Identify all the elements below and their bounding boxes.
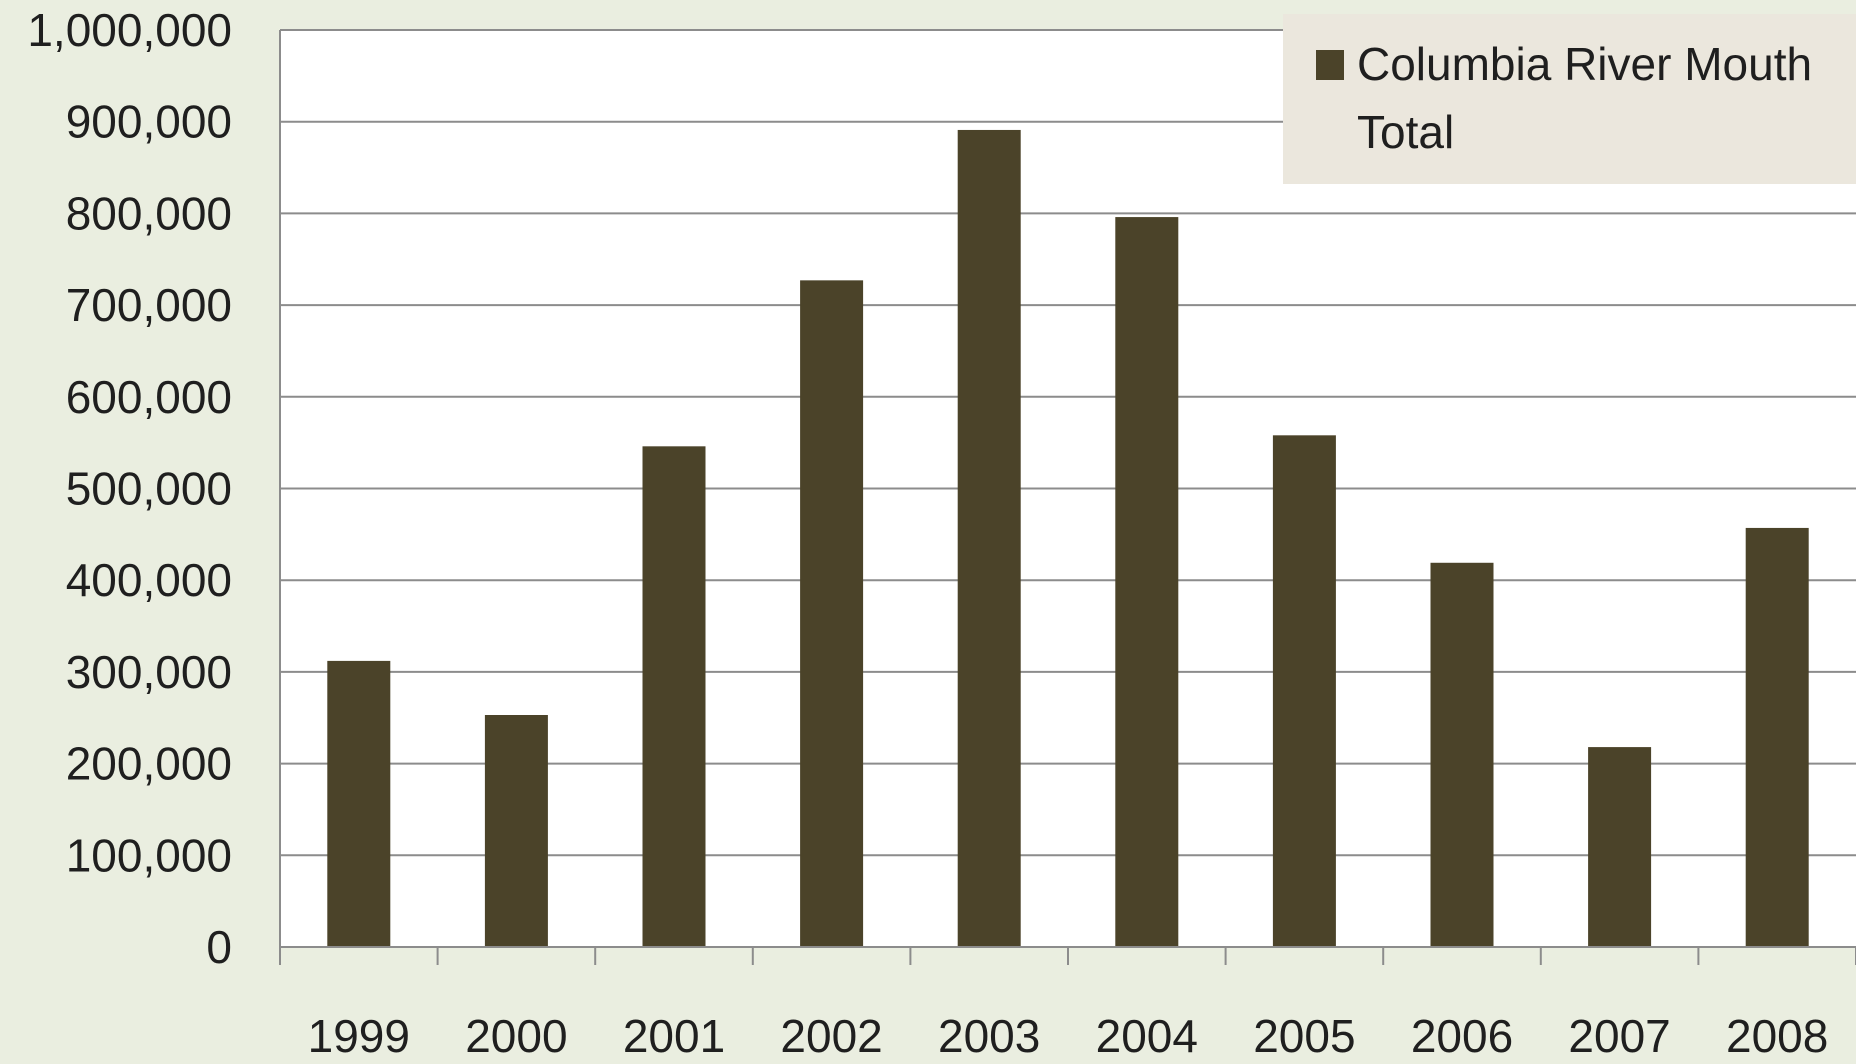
bar-2006 (1430, 562, 1494, 947)
legend-box (1283, 14, 1856, 184)
x-tick-label: 2002 (780, 1010, 882, 1059)
bar-2000 (484, 714, 548, 947)
legend-label-line2: Total (1357, 106, 1454, 158)
x-tick-label: 2001 (623, 1010, 725, 1059)
bar-2003 (957, 129, 1021, 947)
y-tick-label: 300,000 (66, 646, 232, 698)
bar-1999 (327, 660, 391, 947)
bar-2002 (800, 280, 864, 947)
bars (327, 129, 1809, 947)
y-tick-label: 600,000 (66, 371, 232, 423)
y-tick-label: 1,000,000 (27, 4, 232, 56)
x-axis: 1999 2000 2001 2002 2003 2004 2005 2006 2007 2008 (279, 946, 1856, 1062)
bar-2008 (1745, 527, 1809, 947)
y-tick-label: 900,000 (66, 96, 232, 148)
x-tick-label: 2008 (1726, 1010, 1828, 1059)
x-tick-label: 2004 (1096, 1010, 1198, 1059)
bar-2007 (1588, 747, 1652, 947)
legend-swatch (1316, 50, 1344, 80)
y-tick-label: 100,000 (66, 829, 232, 881)
x-tick-label: 2000 (465, 1010, 567, 1059)
x-tick-label: 2003 (938, 1010, 1040, 1059)
legend: Columbia River Mouth Total (1283, 14, 1856, 184)
x-tick-label: 2005 (1253, 1010, 1355, 1059)
y-tick-label: 700,000 (66, 279, 232, 331)
y-tick-label: 800,000 (66, 187, 232, 239)
bar-2001 (642, 446, 706, 947)
legend-label-line1: Columbia River Mouth (1357, 38, 1812, 90)
x-tick-label: 1999 (308, 1010, 410, 1059)
bar-2004 (1115, 217, 1179, 947)
y-tick-label: 500,000 (66, 463, 232, 515)
y-axis: 0 100,000 200,000 300,000 400,000 500,000 600,… (27, 4, 281, 973)
bar-2005 (1272, 435, 1336, 947)
y-tick-label: 400,000 (66, 554, 232, 606)
x-tick-label: 2007 (1568, 1010, 1670, 1059)
y-tick-label: 0 (206, 921, 232, 973)
y-tick-label: 200,000 (66, 738, 232, 790)
x-tick-label: 2006 (1411, 1010, 1513, 1059)
